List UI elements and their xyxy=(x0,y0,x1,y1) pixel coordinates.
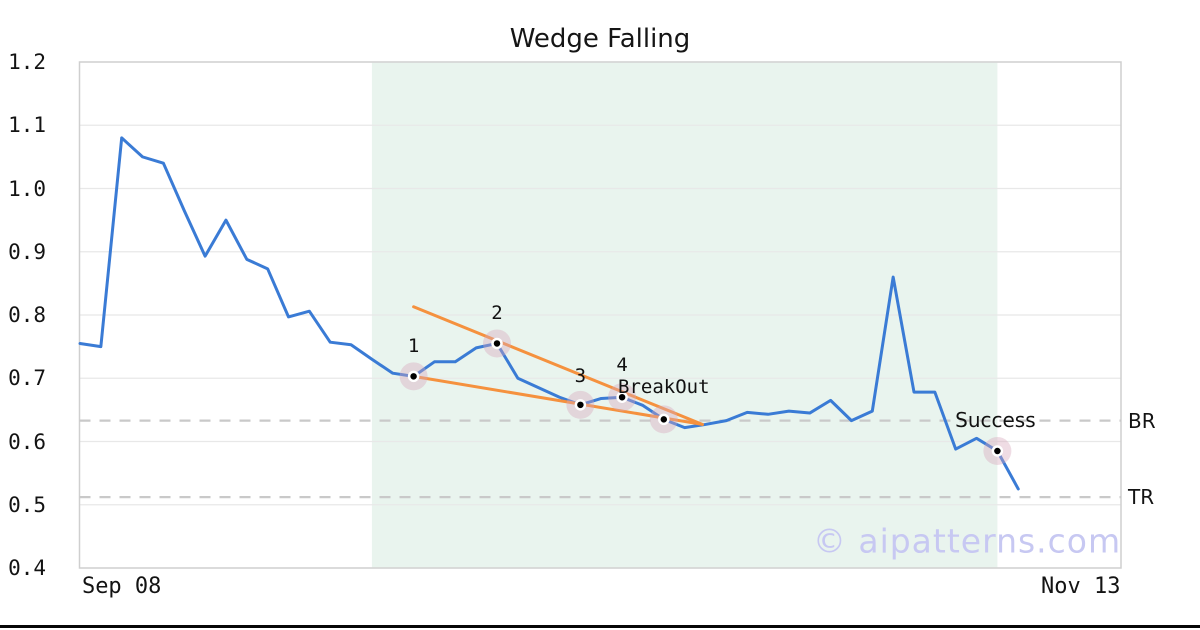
y-tick-label: 1.1 xyxy=(8,113,46,138)
marker-dot-success xyxy=(991,445,1004,457)
marker-dot-p1 xyxy=(407,370,420,383)
annotation-point-2: 2 xyxy=(491,302,503,325)
target-level-label: TR xyxy=(1128,485,1155,510)
y-tick-label: 0.9 xyxy=(8,239,46,264)
x-tick-start-date: Sep 08 xyxy=(81,574,162,599)
y-tick-label: 1.0 xyxy=(8,176,46,201)
annotation-point-3: 3 xyxy=(574,364,587,387)
marker-dot-breakout xyxy=(658,413,670,426)
y-tick-label: 0.6 xyxy=(8,429,46,454)
y-tick-label: 0.4 xyxy=(8,556,46,580)
lower-trendline xyxy=(412,374,704,426)
plot-border xyxy=(78,61,1122,569)
marker-dot-p2 xyxy=(491,337,503,350)
price-line xyxy=(78,136,1020,491)
watermark: © aipatterns.com xyxy=(812,521,1122,561)
upper-trendline xyxy=(412,305,704,426)
annotation-point-1: 1 xyxy=(407,335,420,358)
y-tick-label: 0.8 xyxy=(8,303,46,327)
y-tick-label: 1.2 xyxy=(8,50,46,74)
y-tick-label: 0.7 xyxy=(8,366,46,391)
annotation-point-4: 4 xyxy=(616,354,628,377)
y-tick-label: 0.5 xyxy=(8,492,46,517)
marker-dot-p4 xyxy=(616,391,628,403)
marker-dot-p3 xyxy=(574,399,587,411)
annotation-success: Success xyxy=(955,407,1036,432)
annotation-breakout: BreakOut xyxy=(618,376,710,399)
chart-title: Wedge Falling xyxy=(509,24,691,54)
bottom-border-bar xyxy=(0,625,1200,628)
x-tick-end-date: Nov 13 xyxy=(1041,574,1121,599)
breakout-level-label: BR xyxy=(1128,408,1156,433)
